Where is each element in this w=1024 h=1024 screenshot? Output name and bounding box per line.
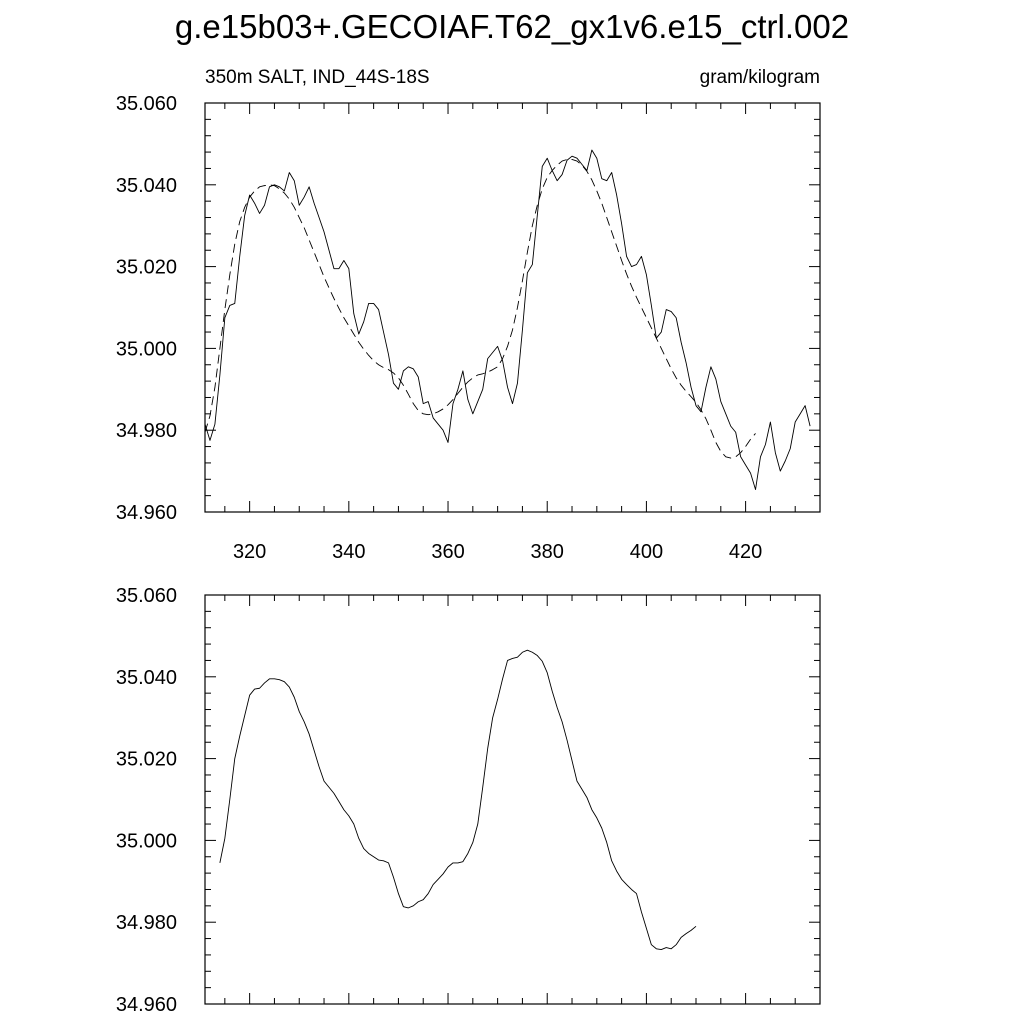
top-y-tick-label: 35.060 — [116, 93, 177, 115]
bottom-plot-frame — [204, 594, 821, 1005]
bottom-y-tick-label: 35.060 — [116, 585, 177, 607]
top-x-tick-label: 340 — [332, 541, 365, 563]
top-series-line-solid — [204, 149, 811, 490]
top-panel: 34.960 34.980 35.000 35.020 35.040 35.060 320 3… — [116, 93, 821, 563]
top-y-tick-label: 35.000 — [116, 338, 177, 360]
top-x-tick-label: 320 — [233, 541, 266, 563]
bottom-y-tick-label: 35.000 — [116, 830, 177, 852]
variable-label: 350m SALT, IND_44S-18S — [205, 67, 430, 88]
top-x-tick-label: 360 — [431, 541, 464, 563]
figure-title: g.e15b03+.GECOIAF.T62_gx1v6.e15_ctrl.002 — [175, 8, 849, 45]
bottom-panel: 34.960 34.980 35.000 35.020 35.040 35.060 — [116, 585, 821, 1016]
top-series-line-dashed — [204, 158, 756, 459]
top-y-tick-label: 34.980 — [116, 420, 177, 442]
top-y-tick-label: 34.960 — [116, 502, 177, 524]
bottom-y-tick-label: 35.020 — [116, 749, 177, 771]
top-x-tick-label: 420 — [729, 541, 762, 563]
top-y-tick-label: 35.040 — [116, 175, 177, 197]
bottom-y-tick-label: 35.040 — [116, 667, 177, 689]
bottom-y-tick-label: 34.980 — [116, 912, 177, 934]
bottom-series-line-solid — [219, 649, 697, 951]
top-x-tick-label: 400 — [630, 541, 663, 563]
bottom-y-tick-label: 34.960 — [116, 994, 177, 1016]
top-y-tick-label: 35.020 — [116, 257, 177, 279]
units-label: gram/kilogram — [700, 67, 820, 88]
top-x-tick-label: 380 — [531, 541, 564, 563]
top-plot-frame — [204, 102, 821, 513]
